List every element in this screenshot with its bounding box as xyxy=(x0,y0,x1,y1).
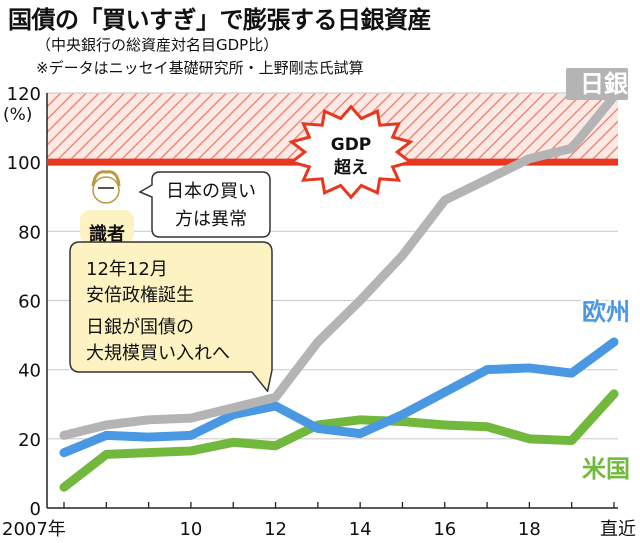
series-line-euro xyxy=(59,337,619,458)
x-tick-label: 14 xyxy=(349,519,372,540)
data-point xyxy=(355,296,365,305)
expert-body xyxy=(80,210,134,244)
quote-text: 日本の買い xyxy=(166,181,256,202)
data-point xyxy=(144,448,153,457)
x-tick-label: 2007年 xyxy=(2,519,66,540)
expert-label: 識者 xyxy=(89,223,125,245)
quote-bubble-shape xyxy=(138,171,271,238)
data-point xyxy=(271,393,280,402)
data-point xyxy=(102,431,111,440)
series-label-boj: 日銀 xyxy=(580,70,628,98)
data-point xyxy=(482,175,492,184)
data-point xyxy=(59,431,69,440)
data-point xyxy=(313,424,323,433)
event-callout-shape xyxy=(69,241,273,393)
series-label-bg xyxy=(566,68,628,100)
data-point xyxy=(398,410,407,419)
chart-subtitle: （中央銀行の総資産対名目GDP比） xyxy=(36,36,279,54)
event-text: 日銀が国債の xyxy=(86,317,194,338)
data-point xyxy=(313,337,323,347)
chart-title: 国債の「買いすぎ」で膨張する日銀資産 xyxy=(8,6,432,34)
data-point xyxy=(482,422,492,431)
data-point xyxy=(567,436,576,445)
data-point xyxy=(355,415,365,425)
y-tick-label: 0 xyxy=(30,499,41,520)
x-tick-label: 18 xyxy=(518,519,541,540)
expert-head xyxy=(92,176,120,204)
y-tick-label: 20 xyxy=(18,430,41,451)
data-point xyxy=(144,432,153,442)
series-label-euro: 欧州 xyxy=(582,298,630,326)
gdp-burst-text: GDP xyxy=(331,135,372,155)
expert-figure: 識者 xyxy=(80,170,134,245)
data-point xyxy=(229,403,238,412)
data-point xyxy=(525,154,534,163)
data-point xyxy=(271,401,280,411)
data-point xyxy=(59,448,69,457)
data-point xyxy=(609,389,619,399)
data-point xyxy=(567,144,576,153)
quote-text: 方は異常 xyxy=(175,209,247,230)
data-point xyxy=(482,365,492,374)
data-point xyxy=(525,434,534,444)
data-point xyxy=(186,431,196,440)
data-point xyxy=(525,363,534,373)
y-tick-label: 60 xyxy=(18,292,41,313)
data-point xyxy=(355,429,365,438)
data-point xyxy=(186,413,196,423)
data-point xyxy=(229,438,238,447)
x-tick-label: 10 xyxy=(179,519,202,540)
x-tick-label: 16 xyxy=(433,519,456,540)
gdp-burst-text: 超え xyxy=(334,157,368,178)
data-point xyxy=(102,420,111,430)
data-point xyxy=(271,441,280,450)
y-tick-label: 40 xyxy=(18,361,41,382)
gdp-exceeded-burst xyxy=(288,104,414,200)
x-tick-label: 直近 xyxy=(600,519,636,540)
event-text: 安倍政権誕生 xyxy=(86,285,194,306)
data-point xyxy=(567,368,576,378)
data-point xyxy=(144,415,153,425)
series-line-us xyxy=(59,389,619,492)
data-point xyxy=(440,387,449,397)
data-point xyxy=(440,196,449,205)
series-label-us: 米国 xyxy=(582,455,630,483)
y-tick-label: 80 xyxy=(18,222,41,243)
y-tick-label: 100 xyxy=(7,153,41,174)
data-point xyxy=(440,420,449,430)
data-point xyxy=(59,483,69,492)
data-point xyxy=(609,337,619,347)
event-text: 大規模買い入れへ xyxy=(86,343,230,364)
data-point xyxy=(186,446,196,456)
expert-hair xyxy=(91,170,121,187)
data-point xyxy=(102,450,111,459)
source-note: ※データはニッセイ基礎研究所・上野剛志氏試算 xyxy=(36,59,364,77)
event-text: 12年12月 xyxy=(86,259,168,280)
y-tick-label: 120 xyxy=(7,84,41,105)
series-line-boj xyxy=(59,91,619,440)
data-point xyxy=(398,251,407,260)
x-tick-label: 12 xyxy=(264,519,287,540)
y-unit-label: (%) xyxy=(3,105,32,125)
